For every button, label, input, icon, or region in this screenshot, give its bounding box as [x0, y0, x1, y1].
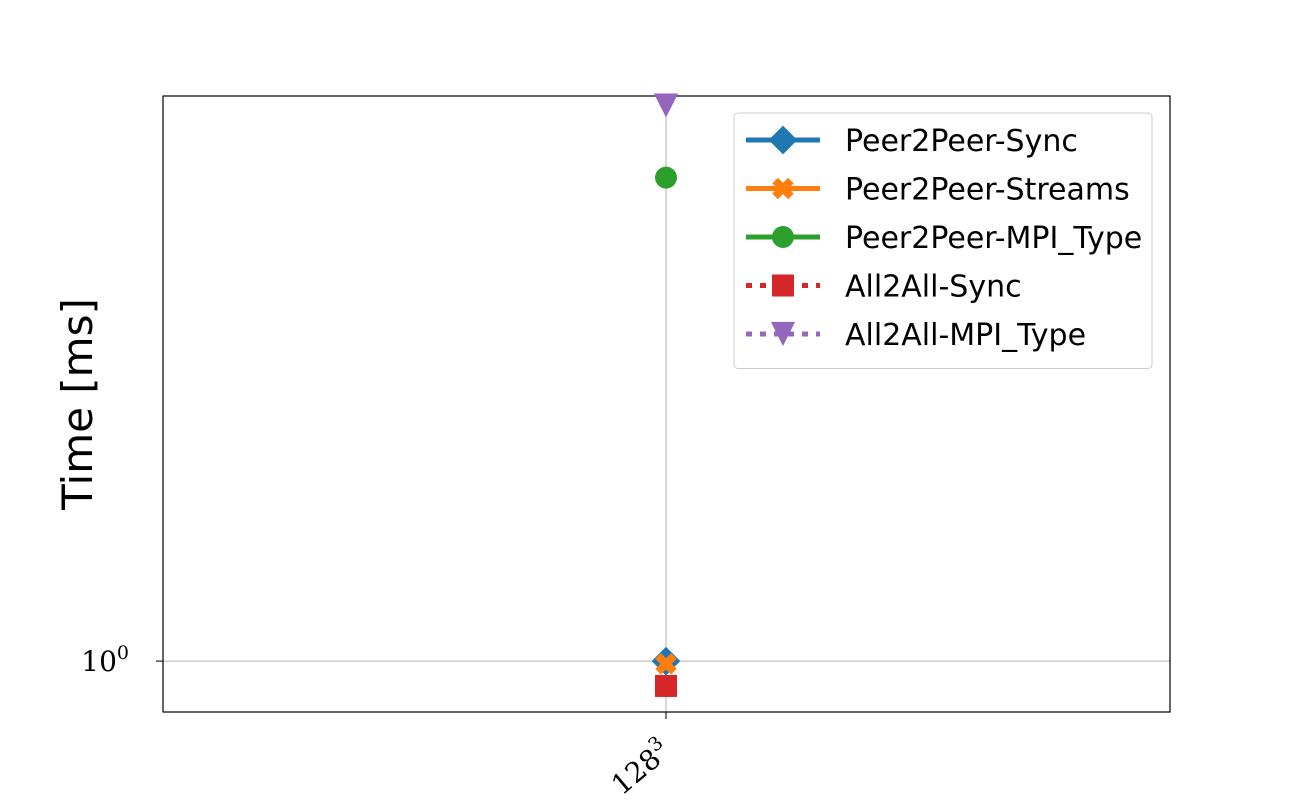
legend-label-peer2peer-mpi-type: Peer2Peer-MPI_Type [845, 221, 1142, 256]
y-axis-label: Time [ms] [53, 298, 102, 511]
data-point-all2all-mpi-type [653, 93, 679, 118]
y-tick-label: 100 [81, 642, 129, 678]
legend-marker-peer2peer-sync [768, 125, 798, 155]
data-point-all2all-sync [655, 674, 677, 697]
legend-marker-peer2peer-streams [772, 177, 794, 200]
data-point-peer2peer-streams [655, 653, 677, 675]
legend-marker-peer2peer-mpi-type [772, 226, 794, 248]
legend-label-all2all-mpi-type: All2All-MPI_Type [845, 318, 1086, 353]
legend-marker-all2all-sync [772, 274, 794, 297]
legend-label-peer2peer-sync: Peer2Peer-Sync [845, 124, 1078, 159]
legend: Peer2Peer-Sync Peer2Peer-Streams Peer2Peer… [733, 112, 1153, 369]
legend-marker-all2all-mpi-type [770, 321, 796, 347]
data-marks [651, 93, 681, 697]
data-point-peer2peer-mpi-type [655, 166, 677, 189]
legend-box [733, 112, 1153, 369]
legend-label-all2all-sync: All2All-Sync [845, 270, 1022, 305]
legend-label-peer2peer-streams: Peer2Peer-Streams [845, 173, 1130, 208]
